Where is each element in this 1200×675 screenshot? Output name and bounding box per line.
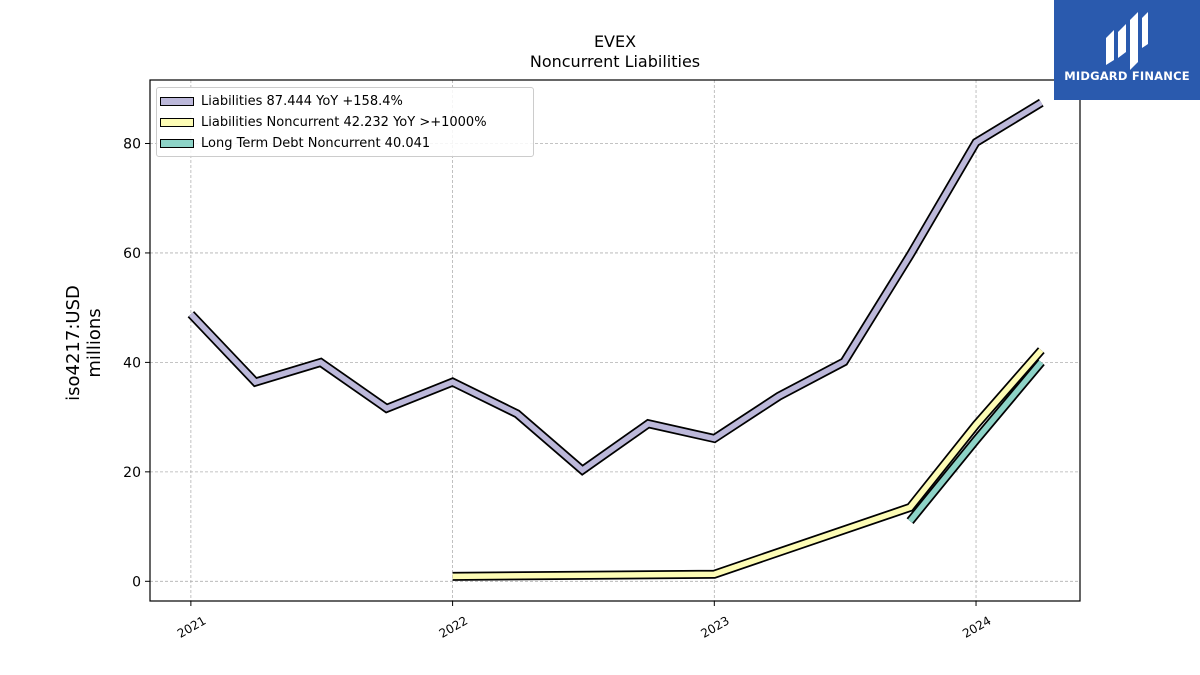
chart-title: EVEX	[593, 32, 637, 51]
y-axis-label-unit: iso4217:USD	[63, 285, 84, 401]
legend-item-long-term-debt-noncurrent: Long Term Debt Noncurrent 40.041	[159, 133, 430, 153]
legend-swatch-liabilities-noncurrent	[160, 117, 194, 127]
legend-label-liabilities-noncurrent: Liabilities Noncurrent 42.232 YoY >+1000…	[201, 114, 487, 130]
y-tick-label: 60	[123, 246, 141, 262]
legend-swatch-liabilities	[160, 96, 194, 106]
y-axis-label-scale: millions	[84, 308, 105, 378]
series-line-liabilities-noncurrent	[452, 348, 1044, 580]
x-tick-label: 2021	[175, 613, 208, 640]
chart-legend: Liabilities 87.444 YoY +158.4% Liabiliti…	[156, 87, 534, 157]
x-tick-label: 2024	[960, 613, 993, 640]
x-tick-label: 2022	[437, 613, 470, 640]
series-line-liabilities	[188, 100, 1043, 474]
y-tick-label: 80	[123, 136, 141, 152]
series-outline-liabilities	[187, 98, 1044, 476]
x-tick-label: 2023	[698, 613, 731, 640]
plot-frame	[149, 79, 1081, 602]
legend-item-liabilities-noncurrent: Liabilities Noncurrent 42.232 YoY >+1000…	[159, 112, 487, 132]
y-tick-label: 20	[123, 465, 141, 481]
legend-item-liabilities: Liabilities 87.444 YoY +158.4%	[159, 91, 403, 111]
y-tick-label: 40	[123, 355, 141, 371]
legend-swatch-long-term-debt-noncurrent	[160, 138, 194, 148]
logo-text: MIDGARD FINANCE	[1064, 69, 1190, 83]
logo-mark-icon	[1106, 12, 1148, 70]
y-tick-label: 0	[132, 574, 141, 590]
legend-label-liabilities: Liabilities 87.444 YoY +158.4%	[201, 93, 403, 109]
chart-subtitle: Noncurrent Liabilities	[529, 52, 701, 71]
legend-label-long-term-debt-noncurrent: Long Term Debt Noncurrent 40.041	[201, 135, 431, 151]
brand-logo: MIDGARD FINANCE	[1054, 0, 1200, 100]
series-line-long-term-debt-noncurrent	[907, 360, 1044, 523]
